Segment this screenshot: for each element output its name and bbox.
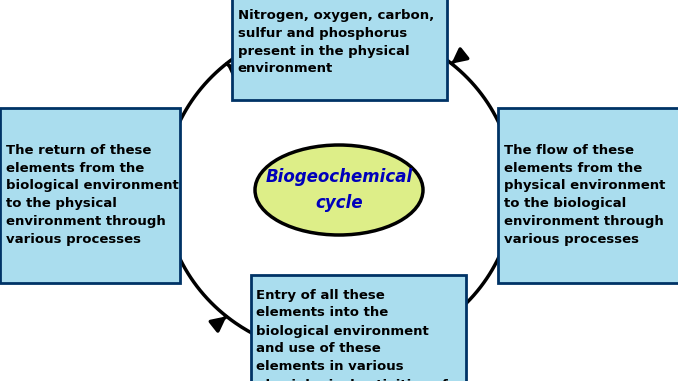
Text: The flow of these
elements from the
physical environment
to the biological
envir: The flow of these elements from the phys… [504,144,665,247]
FancyBboxPatch shape [498,107,678,282]
Text: Nitrogen, oxygen, carbon,
sulfur and phosphorus
present in the physical
environm: Nitrogen, oxygen, carbon, sulfur and pho… [237,8,434,75]
FancyBboxPatch shape [0,107,180,282]
Text: Entry of all these
elements into the
biological environment
and use of these
ele: Entry of all these elements into the bio… [256,288,448,381]
FancyBboxPatch shape [250,275,466,381]
Ellipse shape [255,145,423,235]
FancyBboxPatch shape [231,0,447,99]
Text: The return of these
elements from the
biological environment
to the physical
env: The return of these elements from the bi… [6,144,179,247]
Text: Biogeochemical
cycle: Biogeochemical cycle [265,168,413,212]
